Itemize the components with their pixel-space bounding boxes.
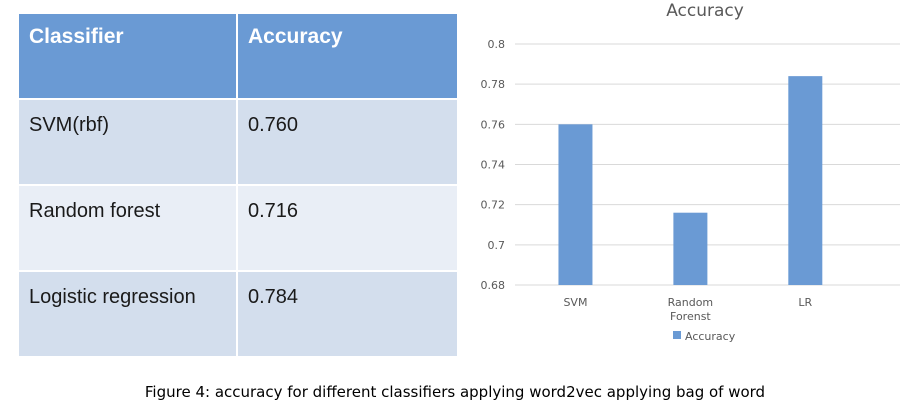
classifier-cell: SVM(rbf) — [17, 98, 238, 186]
y-tick-label: 0.8 — [488, 38, 506, 51]
legend-label: Accuracy — [685, 330, 736, 343]
y-tick-label: 0.76 — [481, 118, 506, 131]
bar-chart: 0.68 0.7 0.72 0.74 0.76 0.78 0.8 SVM RandomForen… — [481, 38, 900, 343]
bar — [788, 76, 823, 285]
bar — [558, 124, 593, 285]
table-row: SVM(rbf) 0.760 — [17, 98, 459, 186]
classifier-cell: Logistic regression — [17, 270, 238, 358]
y-tick-label: 0.68 — [481, 279, 506, 292]
accuracy-cell: 0.716 — [236, 184, 459, 272]
table-row: Logistic regression 0.784 — [17, 270, 459, 358]
bar — [673, 212, 708, 285]
x-category-label: LR — [798, 296, 812, 309]
header-classifier: Classifier — [17, 12, 238, 100]
results-table: Classifier Accuracy SVM(rbf) 0.760 Rando… — [17, 12, 459, 358]
legend-swatch — [673, 331, 681, 339]
chart-title: Accuracy — [666, 1, 744, 21]
accuracy-cell: 0.760 — [236, 98, 459, 186]
figure-caption: Figure 4: accuracy for different classif… — [144, 383, 766, 401]
y-tick-label: 0.78 — [481, 78, 506, 91]
x-category-label: Random — [668, 296, 714, 309]
x-category-label: SVM — [563, 296, 587, 309]
y-tick-label: 0.72 — [481, 199, 506, 212]
y-tick-label: 0.74 — [481, 159, 506, 172]
table-header-row: Classifier Accuracy — [17, 12, 459, 100]
x-category-label: Forenst — [670, 310, 711, 323]
header-accuracy: Accuracy — [236, 12, 459, 100]
y-tick-label: 0.7 — [488, 239, 506, 252]
accuracy-cell: 0.784 — [236, 270, 459, 358]
table-row: Random forest 0.716 — [17, 184, 459, 272]
classifier-cell: Random forest — [17, 184, 238, 272]
